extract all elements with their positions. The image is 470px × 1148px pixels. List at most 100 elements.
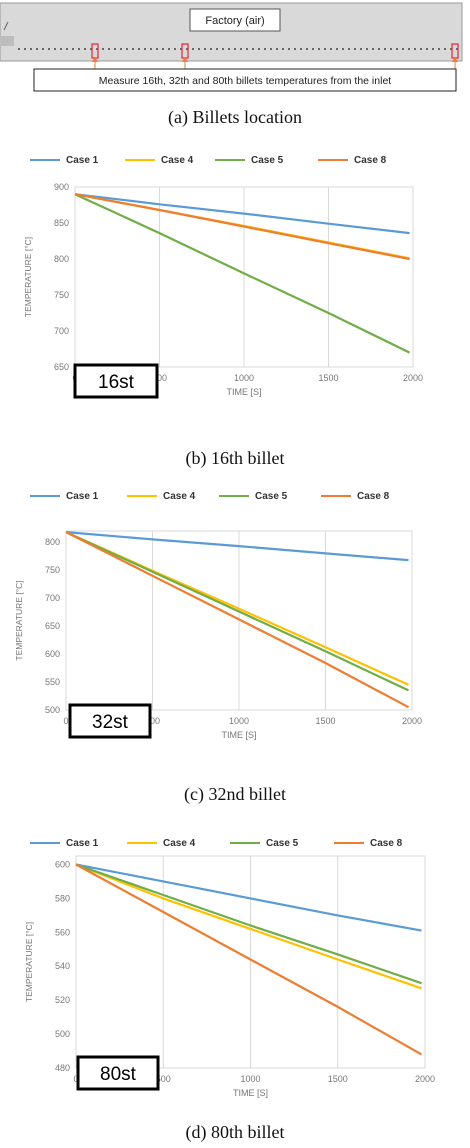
legend-label: Case 1 — [66, 491, 99, 502]
y-tick-label: 500 — [55, 1029, 70, 1039]
legend-label: Case 4 — [161, 155, 194, 166]
y-tick-label: 800 — [54, 254, 69, 264]
y-axis-label: TEMPERATURE [°C] — [23, 237, 33, 317]
y-tick-label: 850 — [54, 218, 69, 228]
legend-label: Case 8 — [370, 838, 403, 849]
x-tick-label: 2000 — [415, 1074, 435, 1084]
factory-label-box — [189, 8, 281, 32]
legend-item: Case 4 — [125, 155, 193, 166]
x-tick-label: 1500 — [328, 1074, 348, 1084]
series-line-case-5 — [74, 193, 411, 354]
series-line-case-8 — [75, 863, 423, 1056]
x-tick-label: 1000 — [234, 373, 254, 383]
x-tick-label: 500 — [145, 716, 160, 726]
inlet-mark — [3, 21, 9, 31]
chart-caption: (d) 80th billet — [185, 1122, 285, 1142]
y-tick-label: 700 — [45, 593, 60, 603]
arrow-80 — [452, 57, 458, 70]
y-tick-label: 550 — [45, 677, 60, 687]
series-line-case-1 — [74, 193, 410, 235]
legend-item: Case 1 — [30, 155, 98, 166]
legend-swatch — [125, 159, 155, 162]
legend-item: Case 1 — [30, 491, 98, 502]
series-line-case-5 — [75, 863, 422, 985]
y-tick-label: 650 — [45, 621, 60, 631]
billet-badge-box — [76, 1055, 160, 1091]
x-tick-label: 1000 — [240, 1074, 260, 1084]
y-tick-label: 750 — [54, 290, 69, 300]
legend-label: Case 5 — [251, 155, 284, 166]
series-line-case-8 — [74, 193, 410, 261]
legend-label: Case 8 — [357, 491, 390, 502]
x-axis-label: TIME [S] — [221, 730, 256, 740]
y-axis-label: TEMPERATURE [°C] — [24, 922, 34, 1002]
y-tick-label: 480 — [55, 1063, 70, 1073]
legend-item: Case 5 — [219, 491, 287, 502]
legend-swatch — [334, 842, 364, 845]
y-tick-label: 600 — [45, 649, 60, 659]
x-tick-label: 1500 — [315, 716, 335, 726]
billets-location-diagram: Factory (air) Measure 16th, 32th and 80t… — [0, 0, 470, 100]
chart-caption: (c) 32nd billet — [184, 784, 286, 804]
factory-label: Factory (air) — [205, 15, 264, 27]
legend-swatch — [30, 842, 60, 845]
arrow-32 — [182, 57, 188, 70]
legend-swatch — [318, 159, 348, 162]
legend-label: Case 8 — [354, 155, 387, 166]
y-tick-label: 900 — [54, 182, 69, 192]
x-tick-label: 1500 — [318, 373, 338, 383]
y-tick-label: 560 — [55, 927, 70, 937]
caption-a: (a) Billets location — [168, 107, 302, 127]
y-tick-label: 650 — [54, 362, 69, 372]
x-tick-label: 500 — [152, 373, 167, 383]
y-tick-label: 520 — [55, 995, 70, 1005]
x-tick-label: 0 — [63, 716, 68, 726]
y-tick-label: 700 — [54, 326, 69, 336]
series-line-case-1 — [75, 863, 422, 932]
billet-badge: 80st — [100, 1064, 137, 1085]
legend-item: Case 1 — [30, 838, 98, 849]
y-tick-label: 800 — [45, 537, 60, 547]
chart-svg: 0500100015002000650700750800850900TIME [… — [23, 182, 423, 399]
legend-swatch — [219, 495, 249, 498]
x-axis-label: TIME [S] — [226, 387, 261, 397]
chart-panel-2: 0 500 1000 1500 2000 500 550 600 650 700 750 800 TIM… — [0, 485, 470, 785]
series-line-case-5 — [65, 531, 409, 692]
x-tick-label: 500 — [156, 1074, 171, 1084]
legend-item: Case 4 — [127, 491, 195, 502]
measure-label-box — [33, 68, 457, 92]
legend-label: Case 5 — [266, 838, 299, 849]
chart-legend: Case 1 Case 4 Case 5 Case 8 — [30, 155, 450, 175]
x-tick-label: 2000 — [403, 373, 423, 383]
arrow-16 — [92, 57, 98, 70]
chart-legend: Case 1 Case 4 Case 5 Case 8 — [30, 838, 450, 858]
legend-item: Case 5 — [215, 155, 283, 166]
chart-svg: 0 500 1000 1500 2000 480 500 520 540 560 580 600 TIM… — [24, 855, 435, 1098]
measure-label: Measure 16th, 32th and 80th billets temp… — [99, 75, 391, 87]
y-tick-label: 750 — [45, 565, 60, 575]
legend-swatch — [30, 495, 60, 498]
legend-label: Case 4 — [163, 491, 196, 502]
y-axis-label: TEMPERATURE [°C] — [14, 580, 24, 660]
y-tick-label: 580 — [55, 893, 70, 903]
x-tick-label: 2000 — [402, 716, 422, 726]
x-tick-label: 1000 — [229, 716, 249, 726]
chart-panel-1: 0500100015002000650700750800850900TIME [… — [0, 145, 470, 450]
billet-badge-box — [73, 363, 159, 399]
x-tick-label: 0 — [73, 1074, 78, 1084]
series-line-case-4 — [75, 863, 422, 990]
legend-item: Case 8 — [318, 155, 386, 166]
series-line-case-8 — [65, 531, 410, 709]
legend-item: Case 4 — [127, 838, 195, 849]
billet-badge: 32st — [92, 712, 129, 733]
chart-caption: (b) 16th billet — [185, 448, 285, 468]
chart-legend: Case 1 Case 4 Case 5 Case 8 — [30, 491, 450, 511]
chart-panel-3: 0 500 1000 1500 2000 480 500 520 540 560 580 600 TIM… — [0, 828, 470, 1118]
legend-swatch — [127, 495, 157, 498]
legend-label: Case 1 — [66, 838, 99, 849]
billet-badge: 16st — [98, 372, 135, 393]
inlet-block — [0, 36, 14, 46]
legend-swatch — [30, 159, 60, 162]
legend-label: Case 4 — [163, 838, 196, 849]
legend-item: Case 8 — [334, 838, 402, 849]
